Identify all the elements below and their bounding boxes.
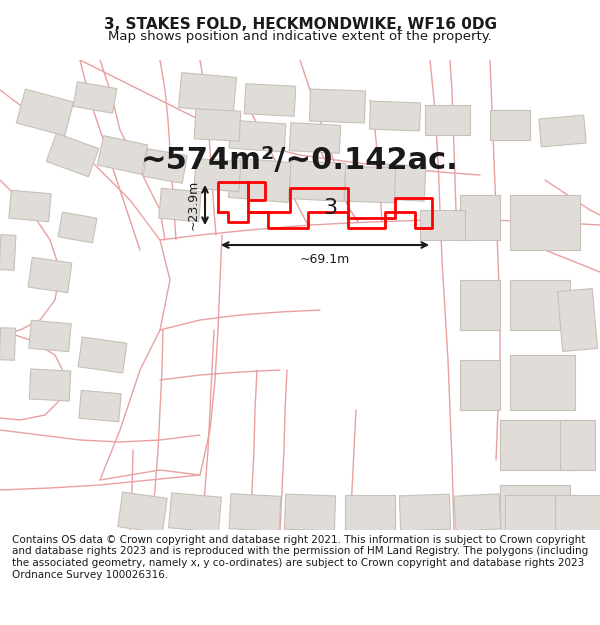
Polygon shape	[0, 328, 16, 360]
Polygon shape	[58, 212, 97, 243]
Polygon shape	[29, 369, 71, 401]
Polygon shape	[560, 420, 595, 470]
Polygon shape	[425, 105, 470, 135]
Polygon shape	[289, 122, 341, 153]
Polygon shape	[379, 164, 426, 201]
Polygon shape	[229, 158, 292, 202]
Polygon shape	[284, 494, 335, 531]
Polygon shape	[46, 133, 99, 177]
Polygon shape	[510, 195, 580, 250]
Polygon shape	[539, 115, 586, 147]
Text: 3, STAKES FOLD, HECKMONDWIKE, WF16 0DG: 3, STAKES FOLD, HECKMONDWIKE, WF16 0DG	[104, 17, 497, 32]
Polygon shape	[73, 82, 117, 113]
Polygon shape	[557, 289, 598, 351]
Polygon shape	[460, 360, 500, 410]
Polygon shape	[510, 280, 570, 330]
Polygon shape	[500, 485, 570, 530]
Polygon shape	[510, 355, 575, 410]
Polygon shape	[460, 195, 500, 240]
Polygon shape	[310, 89, 365, 123]
Polygon shape	[159, 188, 201, 222]
Text: Contains OS data © Crown copyright and database right 2021. This information is : Contains OS data © Crown copyright and d…	[12, 535, 588, 579]
Polygon shape	[179, 72, 236, 112]
Polygon shape	[420, 210, 465, 240]
Polygon shape	[460, 280, 500, 330]
Polygon shape	[9, 190, 51, 222]
Text: ~69.1m: ~69.1m	[300, 253, 350, 266]
Polygon shape	[29, 320, 71, 352]
Polygon shape	[370, 101, 421, 131]
Text: Map shows position and indicative extent of the property.: Map shows position and indicative extent…	[108, 30, 492, 43]
Polygon shape	[454, 494, 501, 531]
Polygon shape	[28, 258, 72, 292]
Polygon shape	[79, 390, 121, 422]
Polygon shape	[16, 89, 74, 136]
Polygon shape	[289, 161, 346, 201]
Polygon shape	[344, 166, 395, 203]
Polygon shape	[78, 337, 127, 373]
Polygon shape	[229, 120, 286, 152]
Text: 3: 3	[323, 198, 337, 218]
Text: ~23.9m: ~23.9m	[187, 180, 200, 230]
Polygon shape	[0, 234, 16, 271]
Polygon shape	[500, 420, 570, 470]
Polygon shape	[345, 495, 395, 530]
Polygon shape	[97, 136, 148, 174]
Polygon shape	[118, 492, 167, 533]
Polygon shape	[490, 110, 530, 140]
Polygon shape	[505, 495, 555, 530]
Polygon shape	[229, 494, 281, 531]
Polygon shape	[194, 159, 241, 191]
Polygon shape	[244, 84, 296, 116]
Polygon shape	[143, 149, 187, 183]
Polygon shape	[400, 494, 451, 531]
Polygon shape	[194, 109, 241, 141]
Polygon shape	[169, 493, 221, 532]
Polygon shape	[555, 495, 600, 530]
Text: ~574m²/~0.142ac.: ~574m²/~0.142ac.	[141, 146, 459, 174]
